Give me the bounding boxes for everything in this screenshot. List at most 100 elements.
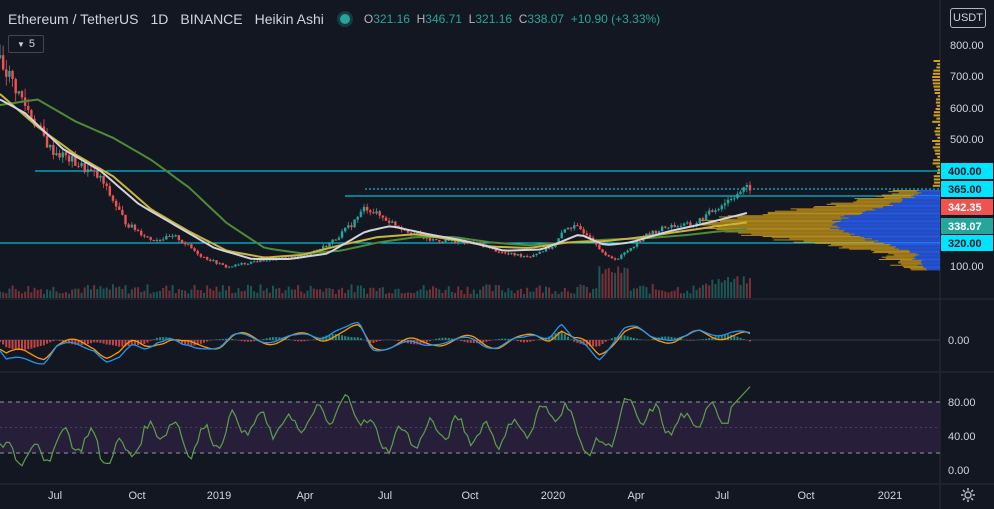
rsi-line [0,386,751,467]
candle-body [1,55,5,70]
gear-icon[interactable] [960,487,976,503]
macd-histogram-bar [610,338,613,340]
volume-bar [108,289,111,298]
volume-bar [573,293,576,298]
volume-profile-bar [934,130,940,133]
volume-bar [469,293,472,298]
indicator-toggle-button[interactable]: ▼ 5 [8,35,44,53]
candle-body [45,135,49,148]
volume-bar [516,290,519,298]
candle-body [152,239,155,241]
volume-profile-bar [841,218,940,220]
volume-profile-bar [826,203,890,205]
macd-histogram-bar [344,336,347,340]
volume-profile-bar [875,195,912,197]
volume-profile-bar [889,203,940,205]
volume-bar [315,289,318,298]
volume-profile-bar [894,247,940,249]
volume-bar [435,287,438,298]
rsi-axis-tick: 0.00 [948,465,969,477]
candle-body [193,248,196,251]
volume-bar [432,286,435,298]
candle-body [218,263,221,265]
candle-body [96,171,99,178]
volume-bar [403,293,406,298]
currency-button[interactable]: USDT [950,8,986,28]
candle-body [585,233,589,236]
volume-bar [651,284,654,298]
macd-histogram-bar [359,338,362,340]
macd-histogram-bar [46,340,49,344]
volume-profile-bar [860,214,940,216]
volume-profile-bar [936,98,940,101]
candle-body [30,110,33,119]
macd-histogram-bar [441,337,444,340]
volume-bar [570,293,573,298]
volume-profile-bar [839,229,940,231]
candle-body [362,206,366,212]
candle-body [343,227,347,232]
candle-body [205,256,209,260]
candle-body [613,258,617,260]
candle-body [723,203,727,206]
macd-histogram-bar [350,337,353,340]
candle-body [381,215,385,218]
volume-profile-bar [872,208,940,210]
volume-bar [406,292,409,298]
candle-body [686,222,689,224]
candle-body [551,247,554,249]
candle-body [598,244,601,250]
macd-histogram-bar [90,340,93,344]
candle-body [620,254,623,259]
volume-bar [275,288,278,298]
volume-bar [463,293,466,298]
candle-body [92,170,96,172]
candle-body [14,79,17,94]
volume-bar [259,284,262,298]
macd-histogram-bar [356,337,359,340]
volume-bar [115,287,118,298]
open-value: 321.16 [373,12,410,26]
macd-histogram-bar [297,340,300,342]
macd-histogram-bar [601,340,604,344]
candle-body [256,261,259,263]
macd-histogram-bar [623,335,626,340]
volume-bar [507,288,510,298]
candle-body [428,236,432,241]
volume-profile-bar [878,259,913,260]
macd-histogram-bar [265,338,268,340]
volume-bar [730,282,733,298]
volume-profile-bar [901,263,923,265]
volume-profile-bar [918,190,940,191]
volume-bar [723,280,726,298]
volume-profile-bar [916,253,940,255]
candle-body [209,259,212,261]
volume-bar [654,289,657,298]
price-label-box [941,235,993,251]
chart-style-label[interactable]: Heikin Ashi [254,11,324,27]
volume-profile-bar [893,204,940,206]
candle-body [409,232,413,235]
candle-body [453,239,457,244]
symbol-title[interactable]: Ethereum / TetherUS [8,11,139,27]
candle-body [174,235,177,237]
candle-body [701,218,705,221]
volume-profile-bar [882,207,940,209]
macd-histogram-bar [733,335,736,340]
candle-body [513,252,516,256]
interval-label[interactable]: 1D [150,11,169,27]
volume-profile-bar [790,208,873,210]
volume-profile-bar [901,198,940,200]
candle-body [623,252,626,255]
candle-body [322,246,325,249]
macd-histogram-bar [570,339,573,340]
volume-bar [457,286,460,298]
candle-body [516,254,519,256]
macd-histogram-bar [77,340,80,346]
macd-histogram-bar [353,337,356,340]
volume-bar [494,284,497,298]
volume-profile-bar [911,269,927,271]
candle-body [102,175,105,184]
volume-bar [607,268,610,298]
